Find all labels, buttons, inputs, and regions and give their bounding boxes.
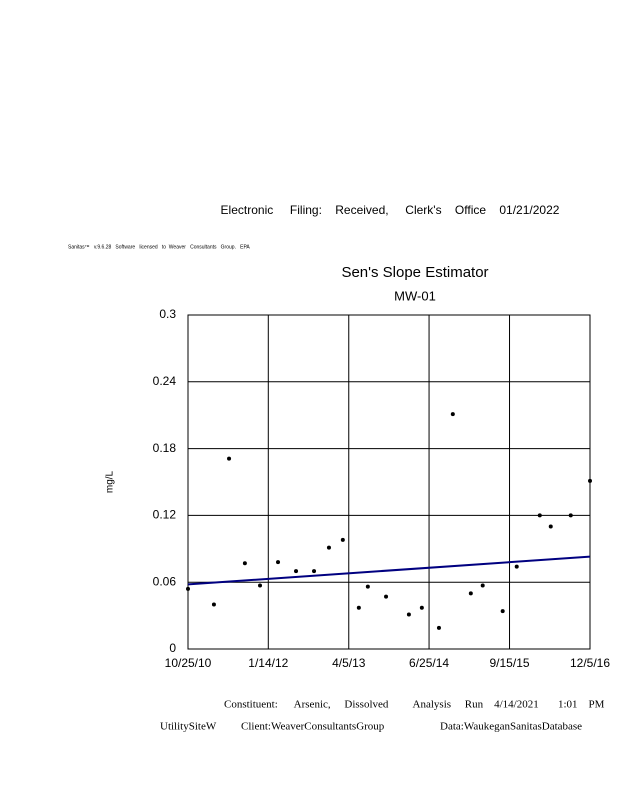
filing-stamp: Electronic Filing: Received, Clerk's Off… <box>221 203 560 217</box>
y-tick-label: 0 <box>169 641 176 655</box>
data-point <box>419 605 424 610</box>
data-point <box>276 560 281 565</box>
data-point <box>186 586 190 591</box>
y-axis-label: mg/L <box>105 470 116 493</box>
y-tick-label: 0.18 <box>153 441 177 455</box>
data-point <box>468 591 473 596</box>
chart-title: Sen's Slope Estimator <box>341 264 488 281</box>
y-tick-label: 0.12 <box>153 508 177 522</box>
y-tick-label: 0.3 <box>159 307 176 321</box>
data-point <box>326 545 331 550</box>
data-point <box>242 561 247 566</box>
data-point <box>537 513 542 518</box>
data-point <box>500 609 505 614</box>
data-point <box>365 584 370 589</box>
license-note: Sanitas™ v.9.6.28 Software licensed to W… <box>68 244 250 250</box>
data-point <box>258 583 263 588</box>
x-tick-label: 12/5/16 <box>570 656 610 670</box>
database: Data:WaukeganSanitasDatabase <box>440 721 582 733</box>
x-tick-label: 6/25/14 <box>409 656 449 670</box>
client: Client:WeaverConsultantsGroup <box>241 721 385 733</box>
y-tick-label: 0.24 <box>153 374 177 388</box>
data-point <box>211 602 216 607</box>
trend-line <box>187 555 591 586</box>
data-point <box>436 625 441 630</box>
plot-frame <box>187 314 591 650</box>
data-point <box>514 564 519 569</box>
data-point <box>356 605 361 610</box>
data-point <box>548 524 553 529</box>
data-point <box>588 478 592 483</box>
x-tick-label: 10/25/10 <box>165 656 212 670</box>
data-point <box>384 594 389 599</box>
data-point <box>406 612 411 617</box>
data-point <box>294 569 299 574</box>
data-point <box>450 412 455 417</box>
y-tick-label: 0.06 <box>153 574 177 588</box>
chart-subtitle: MW-01 <box>394 288 436 303</box>
constituent: Constituent: Arsenic, Dissolved Analysis… <box>224 699 605 711</box>
x-tick-label: 4/5/13 <box>332 656 366 670</box>
data-point <box>480 583 485 588</box>
site: UtilitySiteW <box>160 721 217 733</box>
data-point <box>312 569 317 574</box>
data-point <box>340 537 345 542</box>
x-tick-label: 9/15/15 <box>490 656 530 670</box>
data-point <box>568 513 573 518</box>
x-tick-label: 1/14/12 <box>248 656 288 670</box>
data-point <box>227 456 232 461</box>
